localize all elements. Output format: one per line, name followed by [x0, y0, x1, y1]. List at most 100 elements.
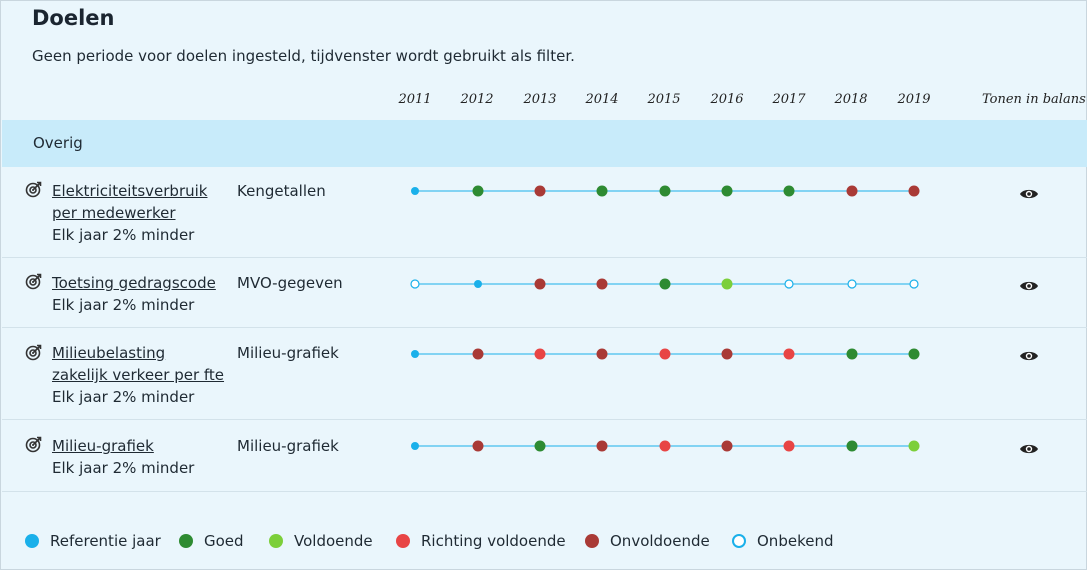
status-dot-goed: [783, 185, 795, 197]
status-dot-goed: [472, 185, 484, 197]
goal-description: Elk jaar 2% minder: [52, 388, 195, 406]
eye-icon[interactable]: [1019, 187, 1039, 201]
target-icon: [25, 436, 42, 453]
status-dot-richting: [659, 440, 671, 452]
year-label: 2016: [710, 92, 744, 107]
status-dot-goed: [534, 440, 546, 452]
legend-label: Onbekend: [757, 532, 834, 550]
goal-description: Elk jaar 2% minder: [52, 459, 195, 477]
status-dot-referentie: [411, 350, 419, 358]
legend-dot: [396, 534, 410, 548]
goal-timeline: [410, 278, 919, 290]
status-dot-onvoldoende: [846, 185, 858, 197]
legend-item: Referentie jaar: [25, 530, 161, 552]
goal-name-line1: Toetsing gedragscode: [52, 274, 216, 292]
legend-dot: [179, 534, 193, 548]
status-dot-richting: [783, 348, 795, 360]
status-dot-referentie: [411, 442, 419, 450]
legend-item: Richting voldoende: [396, 530, 566, 552]
eye-icon[interactable]: [1019, 349, 1039, 363]
status-dot-goed: [659, 185, 671, 197]
goal-description: Elk jaar 2% minder: [52, 226, 195, 244]
status-dot-referentie: [474, 280, 482, 288]
status-dot-richting: [659, 348, 671, 360]
goal-timeline: [411, 185, 920, 197]
target-icon: [25, 344, 42, 361]
goal-name-line1: Milieu-grafiek: [52, 437, 154, 455]
status-dot-onbekend: [784, 279, 794, 289]
eye-icon[interactable]: [1019, 442, 1039, 456]
goal-name-line1: Milieubelasting: [52, 344, 166, 362]
goal-name-link[interactable]: Milieubelasting zakelijk verkeer per fte: [52, 342, 224, 386]
goal-name-line2: per medewerker: [52, 204, 176, 222]
balance-column-header: Tonen in balans: [982, 92, 1086, 107]
year-label: 2019: [897, 92, 931, 107]
status-dot-goed: [721, 185, 733, 197]
status-dot-onvoldoende: [721, 440, 733, 452]
group-label: Overig: [33, 134, 83, 152]
legend-label: Voldoende: [294, 532, 373, 550]
status-legend: Referentie jaar Goed Voldoende Richting …: [1, 530, 1087, 554]
year-label: 2014: [585, 92, 619, 107]
year-label: 2011: [398, 92, 432, 107]
legend-dot: [269, 534, 283, 548]
status-dot-onvoldoende: [534, 278, 546, 290]
year-label: 2015: [647, 92, 681, 107]
status-dot-voldoende: [908, 440, 920, 452]
status-dot-onvoldoende: [908, 185, 920, 197]
status-dot-onvoldoende: [472, 440, 484, 452]
status-dot-onvoldoende: [472, 348, 484, 360]
page-subtitle: Geen periode voor doelen ingesteld, tijd…: [32, 47, 575, 65]
status-dot-richting: [783, 440, 795, 452]
goal-row: Milieubelasting zakelijk verkeer per fte…: [2, 328, 1087, 420]
goal-name-line1: Elektriciteitsverbruik: [52, 182, 208, 200]
legend-dot: [585, 534, 599, 548]
legend-dot: [732, 534, 746, 548]
goal-row: Elektriciteitsverbruik per medewerker El…: [2, 167, 1087, 258]
legend-dot: [25, 534, 39, 548]
goal-description: Elk jaar 2% minder: [52, 296, 195, 314]
year-label: 2018: [834, 92, 868, 107]
legend-item: Voldoende: [269, 530, 373, 552]
legend-label: Goed: [204, 532, 244, 550]
goal-name-link[interactable]: Toetsing gedragscode: [52, 272, 216, 294]
status-dot-onvoldoende: [596, 348, 608, 360]
status-dot-onvoldoende: [534, 185, 546, 197]
group-header: Overig: [2, 120, 1087, 167]
goal-timeline: [411, 348, 920, 360]
goal-category: Kengetallen: [237, 182, 326, 200]
target-icon: [25, 181, 42, 198]
eye-icon[interactable]: [1019, 279, 1039, 293]
legend-item: Onvoldoende: [585, 530, 710, 552]
target-icon: [25, 273, 42, 290]
page-title: Doelen: [32, 6, 115, 30]
year-label: 2012: [460, 92, 494, 107]
status-dot-voldoende: [721, 278, 733, 290]
status-dot-goed: [846, 440, 858, 452]
year-label: 2013: [523, 92, 557, 107]
legend-item: Goed: [179, 530, 244, 552]
goal-category: Milieu-grafiek: [237, 344, 339, 362]
status-dot-onvoldoende: [721, 348, 733, 360]
legend-item: Onbekend: [732, 530, 833, 552]
status-dot-goed: [659, 278, 671, 290]
status-dot-goed: [846, 348, 858, 360]
goal-row: Toetsing gedragscode Elk jaar 2% minder …: [2, 258, 1087, 328]
status-dot-onvoldoende: [596, 440, 608, 452]
status-dot-onbekend: [909, 279, 919, 289]
status-dot-richting: [534, 348, 546, 360]
goal-category: MVO-gegeven: [237, 274, 343, 292]
status-dot-onvoldoende: [596, 278, 608, 290]
goal-name-line2: zakelijk verkeer per fte: [52, 366, 225, 384]
status-dot-goed: [908, 348, 920, 360]
year-label: 2017: [772, 92, 806, 107]
legend-label: Richting voldoende: [421, 532, 566, 550]
goal-category: Milieu-grafiek: [237, 437, 339, 455]
goal-timeline: [411, 440, 920, 452]
status-dot-referentie: [411, 187, 419, 195]
goal-name-link[interactable]: Milieu-grafiek: [52, 435, 154, 457]
legend-label: Onvoldoende: [610, 532, 710, 550]
goal-name-link[interactable]: Elektriciteitsverbruik per medewerker: [52, 180, 208, 224]
goal-row: Milieu-grafiek Elk jaar 2% minder Milieu…: [2, 420, 1087, 492]
